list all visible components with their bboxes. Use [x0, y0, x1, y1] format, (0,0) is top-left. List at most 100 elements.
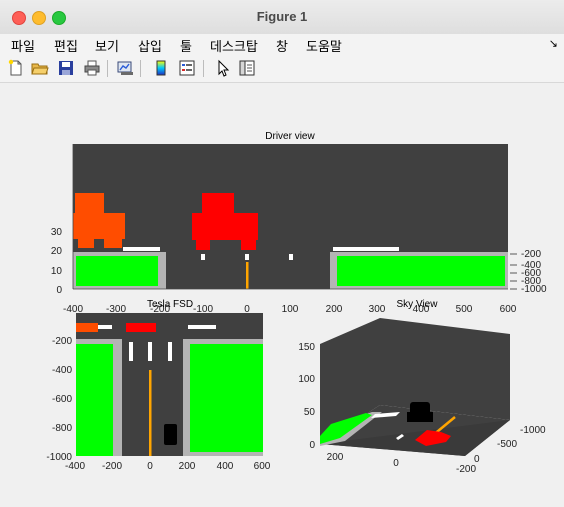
- driver-x-tick: -400: [63, 304, 83, 315]
- window-title: Figure 1: [256, 9, 308, 24]
- tesla-left-grass: [76, 344, 113, 456]
- zoom-window-button[interactable]: [52, 11, 66, 25]
- tesla-lane-marking: [129, 342, 133, 361]
- sky-z-tick: 50: [304, 407, 316, 418]
- driver-view-title: Driver view: [265, 131, 315, 142]
- driver-y-tick: 0: [56, 285, 62, 296]
- tesla-red-car: [126, 323, 156, 332]
- sky-view-title: Sky View: [397, 299, 439, 310]
- driver-z-tick: -1000: [521, 284, 547, 295]
- driver-z-tick: -400: [521, 260, 541, 271]
- tesla-x-tick: -400: [65, 461, 85, 472]
- driver-y-tick: 10: [51, 266, 63, 277]
- toolbar-separator: [107, 60, 108, 77]
- lane-marking: [289, 254, 293, 260]
- window-titlebar: Figure 1: [0, 0, 564, 35]
- center-line: [246, 262, 249, 289]
- sky-lane-marking: [371, 412, 400, 418]
- tesla-y-tick: -1000: [46, 452, 72, 463]
- menu-tools[interactable]: 툴: [180, 39, 192, 54]
- sky-view-axes: [320, 318, 510, 456]
- lane-marking: [123, 247, 160, 251]
- sky-x-tick: 0: [393, 458, 399, 469]
- lane-marking: [201, 254, 205, 260]
- toolbar-separator: [140, 60, 141, 77]
- open-file-icon[interactable]: [31, 59, 49, 77]
- sky-red-car: [415, 430, 451, 446]
- driver-x-tick: 600: [500, 304, 517, 315]
- right-grass: [337, 256, 505, 286]
- driver-x-tick: -200: [150, 304, 170, 315]
- sky-z-tick: 100: [298, 374, 315, 385]
- driver-x-tick: -100: [193, 304, 213, 315]
- tesla-y-tick: -200: [52, 336, 72, 347]
- sky-black-car: [407, 402, 433, 422]
- figure-toolbar: [0, 55, 564, 83]
- driver-x-tick: 100: [282, 304, 299, 315]
- driver-y-tick: 30: [51, 227, 63, 238]
- menu-edit[interactable]: 편집: [54, 39, 78, 54]
- tesla-x-tick: 0: [147, 461, 153, 472]
- sky-grass: [320, 413, 372, 444]
- tesla-x-tick: 200: [179, 461, 196, 472]
- tesla-lane-marking: [98, 325, 112, 329]
- tesla-y-tick: -800: [52, 423, 72, 434]
- figure-axes-svg[interactable]: Driver view -400 -300: [3, 83, 561, 502]
- property-inspector-icon[interactable]: [238, 59, 256, 77]
- tesla-y-tick: -400: [52, 365, 72, 376]
- tesla-lane-marking: [188, 325, 216, 329]
- driver-x-tick: 500: [456, 304, 473, 315]
- menu-insert[interactable]: 삽입: [138, 39, 162, 54]
- sky-y-tick: -500: [497, 439, 517, 450]
- driver-x-tick: 400: [413, 304, 430, 315]
- tesla-ego-car: [164, 424, 177, 445]
- tesla-x-tick: 600: [254, 461, 271, 472]
- sky-y-tick: 0: [474, 454, 480, 465]
- save-icon[interactable]: [57, 59, 75, 77]
- sky-x-tick: -200: [456, 464, 476, 475]
- tesla-x-tick: -200: [102, 461, 122, 472]
- sky-z-tick: 150: [298, 342, 315, 353]
- menu-window[interactable]: 창: [276, 39, 288, 54]
- link-plot-icon[interactable]: [116, 59, 134, 77]
- driver-y-tick: 20: [51, 246, 63, 257]
- driver-x-tick: 200: [326, 304, 343, 315]
- figure-canvas: Driver view -400 -300: [3, 83, 561, 502]
- orange-car: [73, 193, 125, 248]
- menu-overflow-chevron-icon[interactable]: ↘: [548, 38, 558, 50]
- tesla-lane-marking: [148, 342, 152, 361]
- tesla-fsd-title: Tesla FSD: [147, 299, 193, 310]
- left-grass: [76, 256, 158, 286]
- tesla-right-grass: [190, 344, 263, 452]
- insert-legend-icon[interactable]: [178, 59, 196, 77]
- pointer-icon[interactable]: [214, 59, 232, 77]
- new-figure-icon[interactable]: [7, 59, 25, 77]
- sky-lane-marking: [396, 434, 404, 440]
- menu-desktop[interactable]: 데스크탑: [210, 39, 258, 54]
- menu-bar: 파일 편집 보기 삽입 툴 데스크탑 창 도움말 ↘: [0, 34, 564, 55]
- sky-x-tick: 200: [327, 452, 344, 463]
- minimize-window-button[interactable]: [32, 11, 46, 25]
- tesla-y-tick: -600: [52, 394, 72, 405]
- lane-marking: [245, 254, 249, 260]
- print-icon[interactable]: [83, 59, 101, 77]
- toolbar-separator: [203, 60, 204, 77]
- sky-y-tick: -1000: [520, 425, 546, 436]
- menu-file[interactable]: 파일: [11, 39, 35, 54]
- tesla-orange-car: [76, 323, 98, 332]
- driver-z-tick: -200: [521, 249, 541, 260]
- lane-marking: [333, 247, 399, 251]
- driver-z-tick: -600: [521, 268, 541, 279]
- sky-z-tick: 0: [309, 440, 315, 451]
- driver-x-tick: 0: [244, 304, 250, 315]
- menu-view[interactable]: 보기: [95, 39, 119, 54]
- tesla-x-tick: 400: [217, 461, 234, 472]
- red-car: [192, 193, 258, 250]
- driver-x-tick: -300: [106, 304, 126, 315]
- insert-colorbar-icon[interactable]: [152, 59, 170, 77]
- tesla-lane-marking: [168, 342, 172, 361]
- driver-x-tick: 300: [369, 304, 386, 315]
- tesla-center-line: [149, 370, 152, 456]
- close-window-button[interactable]: [12, 11, 26, 25]
- menu-help[interactable]: 도움말: [306, 39, 342, 54]
